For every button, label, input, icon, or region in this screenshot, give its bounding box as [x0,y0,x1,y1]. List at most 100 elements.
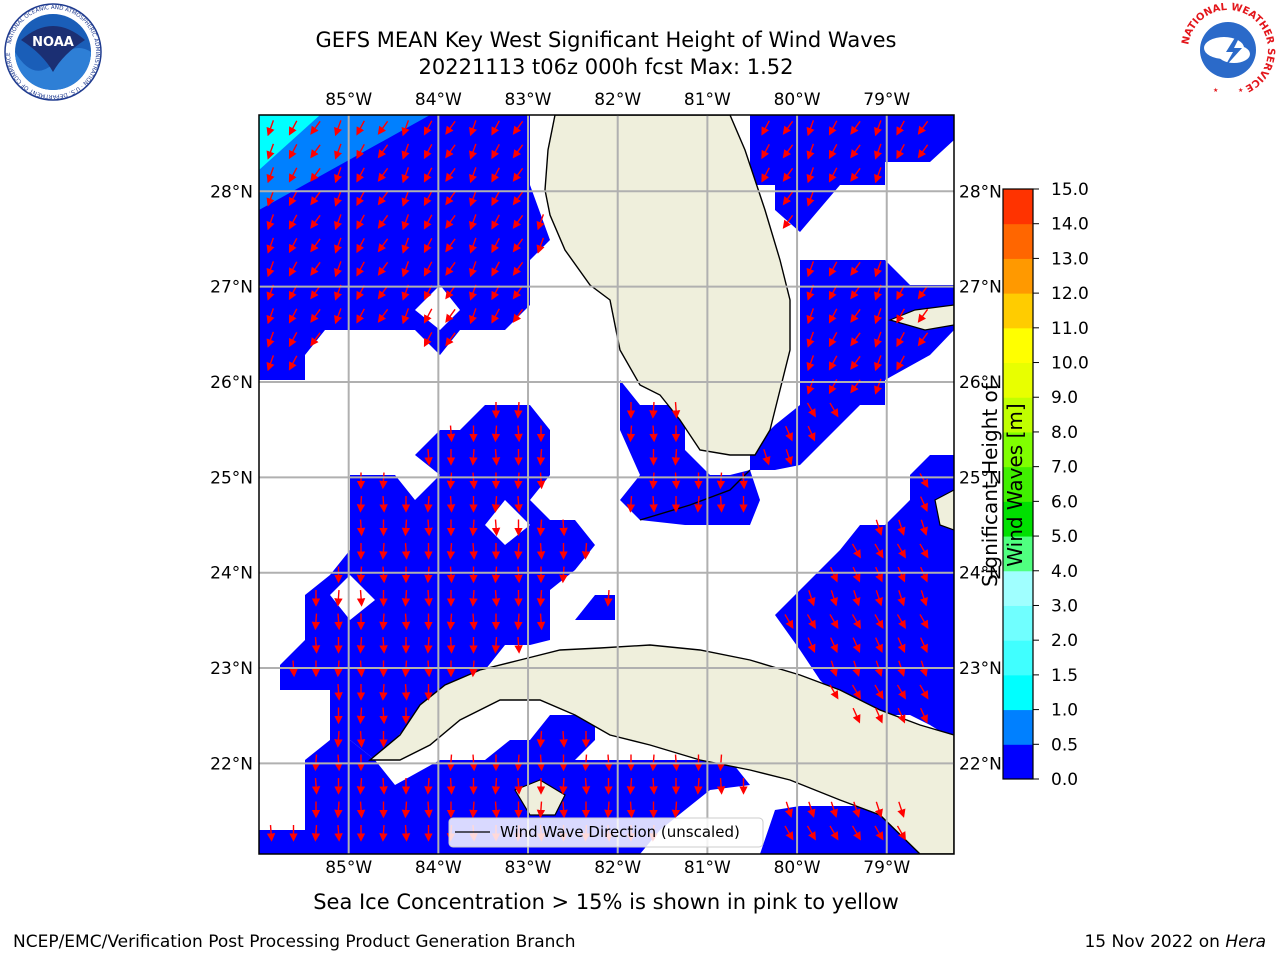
wave-direction-arrow [266,237,275,254]
wave-direction-arrow [851,825,861,841]
wave-direction-arrow [830,637,838,653]
wave-direction-arrow [785,425,793,442]
wave-direction-arrow [288,261,298,277]
wave-direction-arrow [334,801,343,819]
colorbar-tick-label: 1.5 [1051,666,1078,686]
land-masses [368,115,954,854]
wave-direction-arrow [401,214,410,231]
wave-direction-arrow [807,425,816,442]
wave-direction-arrow [379,613,388,631]
wave-direction-arrow [874,331,882,348]
lon-tick-label: 83°W [505,90,552,110]
wave-direction-arrow [423,308,433,324]
wave-direction-arrow [334,214,342,231]
wave-direction-arrow [828,355,838,371]
wave-direction-arrow [626,777,636,795]
colorbar-block [1003,258,1033,294]
wave-direction-arrow [874,801,883,818]
wave-direction-arrow [829,590,838,607]
wave-direction-arrow [917,144,929,159]
wave-direction-arrow [716,495,726,513]
wave-direction-arrow [423,120,433,136]
wave-direction-arrow [491,589,501,607]
wave-direction-arrow [512,120,524,135]
wave-direction-arrow [514,495,523,513]
wave-direction-arrow [266,331,275,348]
wave-direction-arrow [334,261,342,278]
wave-direction-arrow [379,636,388,654]
wave-direction-arrow [581,777,591,795]
wave-direction-arrow [896,308,905,324]
wave-direction-arrow [311,636,321,654]
wave-direction-arrow [401,308,410,325]
wave-direction-arrow [782,144,794,159]
wave-direction-arrow [512,308,524,323]
wave-direction-arrow [806,614,816,629]
wave-direction-arrow [356,214,365,230]
wave-direction-arrow [874,143,882,160]
wave-direction-arrow [850,144,861,159]
wave-direction-arrow [424,636,433,654]
wave-direction-arrow [491,636,501,654]
wave-direction-arrow [512,144,524,159]
wave-direction-arrow [379,683,388,701]
colorbar-tick-label: 11.0 [1051,319,1089,339]
wave-direction-arrow [469,214,477,231]
wave-direction-arrow [445,144,456,159]
wave-direction-arrow [917,332,929,347]
wave-direction-arrow [334,308,342,325]
colorbar-tick-label: 0.0 [1051,770,1078,790]
wave-direction-arrow [377,285,389,300]
wave-direction-arrow [512,238,524,253]
wave-direction-arrow [897,707,906,724]
colorbar-tick-label: 2.0 [1051,631,1078,651]
wave-direction-arrow [716,754,726,772]
wave-direction-arrow [919,684,929,700]
wind-wave-arrows [266,120,929,842]
wave-direction-arrow [491,120,500,136]
wave-direction-arrow [807,637,816,653]
wave-direction-arrow [896,143,905,160]
wave-direction-arrow [920,637,928,653]
wave-direction-arrow [829,402,839,418]
wave-direction-arrow [536,801,546,819]
wave-direction-arrow [807,590,816,607]
wave-direction-arrow [424,495,433,513]
wave-direction-arrow [311,754,321,772]
wave-direction-arrow [469,448,478,466]
wave-direction-arrow [536,613,546,631]
wave-direction-arrow [896,120,905,136]
wave-direction-arrow [604,754,613,772]
wave-direction-arrow [310,238,321,253]
wave-direction-arrow [288,190,298,207]
wave-direction-arrow [626,495,636,513]
wave-direction-arrow [852,707,861,724]
svg-text:★: ★ [1213,87,1218,94]
wave-direction-arrow [445,238,456,253]
wave-direction-arrow [897,519,906,536]
wave-direction-arrow [423,331,433,348]
wave-direction-arrow [604,801,613,819]
lon-tick-label: 79°W [863,90,910,110]
colorbar-tick-label: 4.0 [1051,562,1078,582]
wave-direction-arrow [649,777,658,795]
wave-direction-arrow [514,401,523,419]
wave-direction-arrow [310,214,321,229]
wave-direction-arrow [446,542,456,560]
wave-direction-arrow [288,237,298,254]
wave-direction-arrow [806,402,816,418]
lat-tick-label: 23°N [959,659,1002,679]
wave-direction-arrow [356,636,366,654]
wave-direction-arrow [920,496,928,512]
wave-direction-arrow [377,214,389,229]
wave-direction-arrow [334,237,342,254]
wave-direction-arrow [896,825,906,841]
wave-direction-arrow [806,190,815,207]
wave-direction-arrow [401,542,411,560]
wave-direction-arrow [445,167,456,182]
colorbar-tick-label: 1.0 [1051,701,1078,721]
wave-direction-arrow [310,308,321,323]
credit-branch: NCEP/EMC/Verification Post Processing Pr… [13,932,576,952]
wave-direction-arrow [469,167,477,184]
wave-direction-arrow [536,754,546,772]
